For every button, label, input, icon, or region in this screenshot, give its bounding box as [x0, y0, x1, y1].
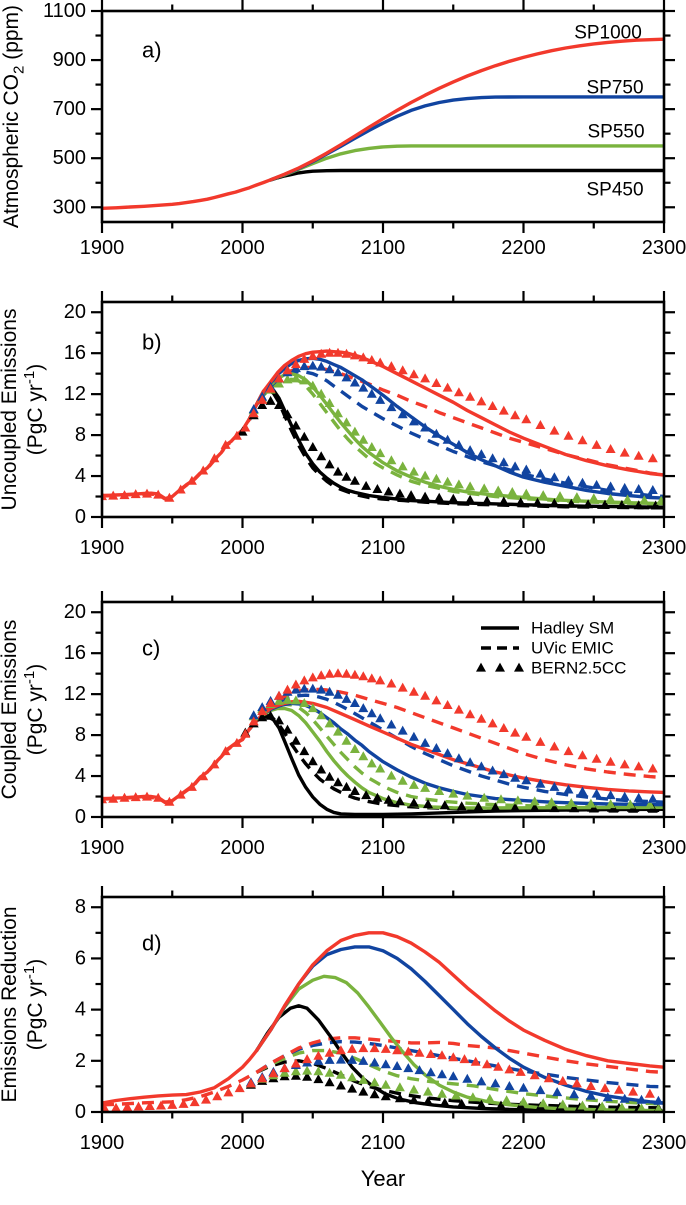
panel-a: 1900 2000 2100 2200 2300 300 500 700 900 1100 a) SP… — [0, 0, 686, 259]
x-tick-label: 2300 — [642, 237, 686, 259]
x-tick-label: 2300 — [642, 837, 686, 859]
y-axis-title-c-line2: (PgC yr-1) — [21, 664, 47, 756]
y-tick-label: 20 — [64, 301, 86, 323]
y-tick-label: 20 — [64, 601, 86, 623]
x-tick-label: 2000 — [220, 1132, 265, 1154]
y-tick-label: 16 — [64, 342, 86, 364]
x-tick-label: 1900 — [80, 1132, 125, 1154]
panel-b-series — [101, 347, 665, 510]
series-c-SP750-UVic-EMIC — [248, 693, 665, 804]
series-b-SP1000-BERN2.5CC — [101, 347, 658, 502]
x-tick-label: 2200 — [501, 1132, 546, 1154]
y-tick-label: 8 — [75, 724, 86, 746]
curve-label-SP450: SP450 — [586, 180, 643, 201]
y-tick-label: 900 — [53, 49, 86, 71]
y-tick-label: 6 — [75, 947, 86, 969]
series-d-SP450-UVic-EMIC — [255, 1059, 665, 1110]
legend-label: UVic EMIC — [531, 639, 614, 658]
panel-label-d: d) — [142, 931, 162, 956]
y-tick-label: 12 — [64, 683, 86, 705]
series-d-SP450-Hadley-SM — [254, 1004, 665, 1113]
legend-label: BERN2.5CC — [531, 659, 626, 678]
y-tick-label: 500 — [53, 147, 86, 169]
x-axis-title: Year — [361, 1166, 405, 1191]
legend-sample-triangles — [476, 662, 524, 672]
y-tick-label: 4 — [75, 765, 86, 787]
y-tick-label: 0 — [75, 506, 86, 528]
y-axis-title-d-line1: Emissions Reduction — [0, 906, 21, 1102]
panel-b: 1900 2000 2100 2200 2300 0 4 8 12 16 20 b) Uncoupled… — [0, 291, 686, 559]
series-c-SP450-BERN2.5CC — [240, 710, 658, 813]
x-tick-label: 2100 — [361, 237, 406, 259]
y-tick-label: 4 — [75, 999, 86, 1021]
x-tick-label: 1900 — [80, 237, 125, 259]
y-tick-label: 16 — [64, 642, 86, 664]
panel-c-series — [101, 668, 665, 817]
y-tick-label: 1100 — [43, 0, 86, 22]
y-tick-label: 0 — [75, 806, 86, 828]
series-b-SP750-BERN2.5CC — [248, 360, 658, 494]
y-tick-label: 700 — [53, 98, 86, 120]
x-tick-label: 1900 — [80, 837, 125, 859]
y-tick-label: 2 — [75, 1050, 86, 1072]
x-tick-label: 2200 — [501, 237, 546, 259]
panel-d-series — [101, 931, 665, 1113]
x-tick-label: 2000 — [220, 537, 265, 559]
series-d-SP750-BERN2.5CC — [245, 1054, 664, 1105]
y-axis-title-c-line1: Coupled Emissions — [0, 620, 21, 800]
curve-label-SP550: SP550 — [587, 122, 644, 143]
panel-d-frame — [100, 895, 666, 1114]
y-tick-label: 4 — [75, 465, 86, 487]
panel-d: 1900 2000 2100 2200 2300 0 2 4 6 8 d) Emissions Red… — [0, 886, 686, 1191]
panel-label-c: c) — [142, 636, 160, 661]
panel-a-frame — [100, 9, 666, 224]
x-tick-label: 2100 — [361, 537, 406, 559]
y-tick-label: 0 — [75, 1101, 86, 1123]
series-b-SP1000-UVic-EMIC — [101, 365, 665, 501]
series-c-SP750-BERN2.5CC — [248, 683, 658, 803]
curve-label-SP1000: SP1000 — [574, 23, 642, 44]
series-b-SP1000-Hadley-SM — [101, 349, 665, 501]
series-c-SP1000-Hadley-SM — [101, 699, 665, 804]
y-tick-label: 8 — [75, 424, 86, 446]
y-tick-label: 8 — [75, 896, 86, 918]
series-a-SP1000 — [101, 37, 665, 210]
y-tick-label: 300 — [53, 196, 86, 218]
x-tick-label: 2100 — [361, 837, 406, 859]
y-tick-label: 12 — [64, 383, 86, 405]
panel-label-b: b) — [142, 330, 162, 355]
series-d-SP550-BERN2.5CC — [245, 1065, 664, 1113]
series-d-SP1000-UVic-EMIC — [101, 1036, 665, 1107]
y-axis-title-b-line2: (PgC yr-1) — [21, 364, 47, 456]
panel-c-ticks — [91, 591, 675, 828]
x-tick-label: 2000 — [220, 237, 265, 259]
series-b-SP750-Hadley-SM — [247, 356, 665, 500]
series-d-SP550-Hadley-SM — [254, 974, 665, 1113]
x-tick-label: 2300 — [642, 537, 686, 559]
legend-label: Hadley SM — [531, 619, 614, 638]
y-axis-title-b-line1: Uncoupled Emissions — [0, 309, 21, 511]
series-d-SP1000-Hadley-SM — [101, 931, 665, 1105]
y-axis-title-a-line1: Atmospheric CO2 (ppm) — [0, 5, 27, 228]
x-tick-label: 2200 — [501, 837, 546, 859]
panel-b-frame — [100, 300, 666, 519]
curve-label-SP750: SP750 — [586, 78, 643, 99]
x-tick-label: 2200 — [501, 537, 546, 559]
panel-c-frame — [100, 600, 666, 819]
x-tick-label: 2100 — [361, 1132, 406, 1154]
x-tick-label: 1900 — [80, 537, 125, 559]
y-axis-title-d-line2: (PgC yr-1) — [21, 959, 47, 1051]
panel-a-ticks — [91, 0, 675, 233]
series-b-SP450-BERN2.5CC — [237, 395, 661, 510]
x-tick-label: 2300 — [642, 1132, 686, 1154]
panel-c: 1900 2000 2100 2200 2300 0 4 8 12 16 20 c) Hadley SM… — [0, 591, 686, 859]
x-tick-label: 2000 — [220, 837, 265, 859]
panel-a-series — [101, 37, 665, 210]
panel-label-a: a) — [142, 38, 162, 63]
